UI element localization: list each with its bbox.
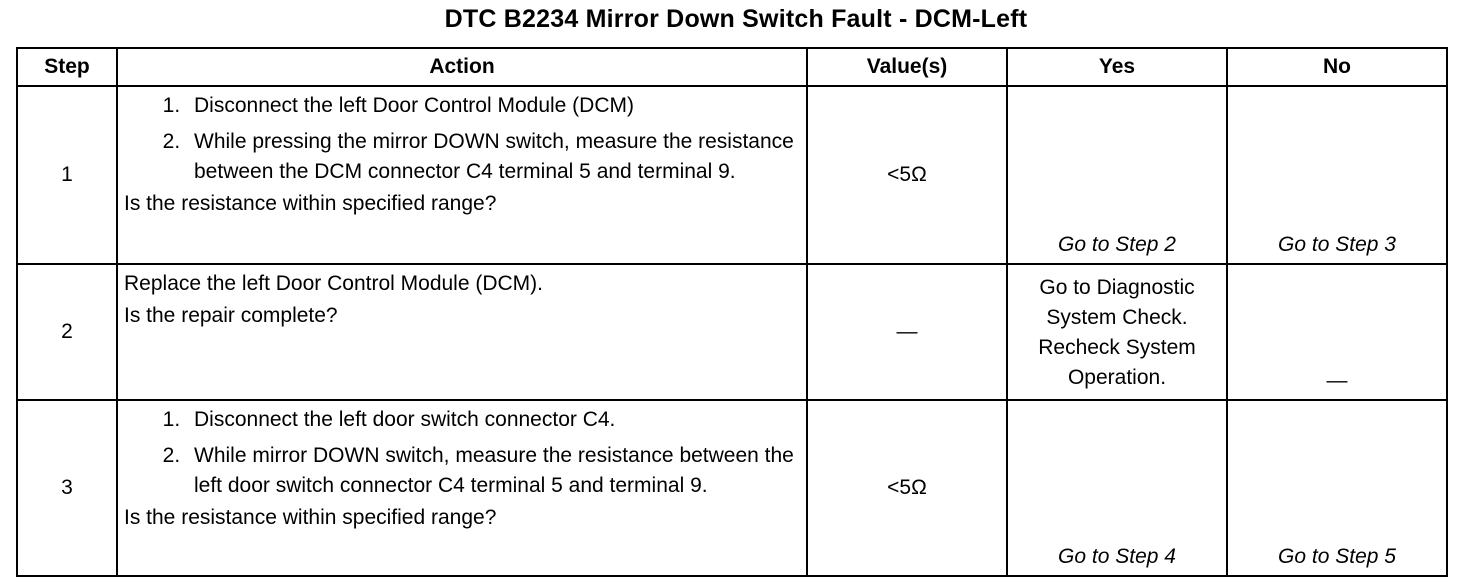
header-yes: Yes [1006,47,1228,87]
header-step: Step [16,47,118,87]
action-item: Disconnect the left Door Control Module … [186,91,800,121]
yes-cell: Go to Diagnostic System Check. Recheck S… [1006,263,1228,401]
value-cell: — [806,263,1008,401]
header-values: Value(s) [806,47,1008,87]
header-action: Action [116,47,808,87]
page-title: DTC B2234 Mirror Down Switch Fault - DCM… [444,5,1028,33]
step-number: 3 [16,399,118,577]
action-question: Is the resistance within specified range… [124,192,497,215]
yes-cell: Go to Step 4 [1006,399,1228,577]
action-item: While pressing the mirror DOWN switch, m… [186,127,800,187]
action-item: While mirror DOWN switch, measure the re… [186,441,800,501]
no-cell: Go to Step 3 [1226,85,1448,265]
action-question: Is the resistance within specified range… [124,506,497,529]
no-cell: — [1226,263,1448,401]
table-header-row: Step Action Value(s) Yes No [16,47,1448,87]
action-text: Replace the left Door Control Module (DC… [124,272,543,295]
step-number: 2 [16,263,118,401]
value-cell: <5Ω [806,85,1008,265]
header-no: No [1226,47,1448,87]
table-row: 1 Disconnect the left Door Control Modul… [16,85,1448,265]
no-cell: Go to Step 5 [1226,399,1448,577]
yes-cell: Go to Step 2 [1006,85,1228,265]
table-row: 3 Disconnect the left door switch connec… [16,399,1448,577]
action-item: Disconnect the left door switch connecto… [186,405,800,435]
action-cell: Disconnect the left door switch connecto… [116,399,808,577]
action-question: Is the repair complete? [124,304,338,327]
action-cell: Replace the left Door Control Module (DC… [116,263,808,401]
step-number: 1 [16,85,118,265]
value-cell: <5Ω [806,399,1008,577]
table-row: 2 Replace the left Door Control Module (… [16,263,1448,401]
diagnostic-table: Step Action Value(s) Yes No 1 Disconnect… [16,47,1448,577]
action-cell: Disconnect the left Door Control Module … [116,85,808,265]
